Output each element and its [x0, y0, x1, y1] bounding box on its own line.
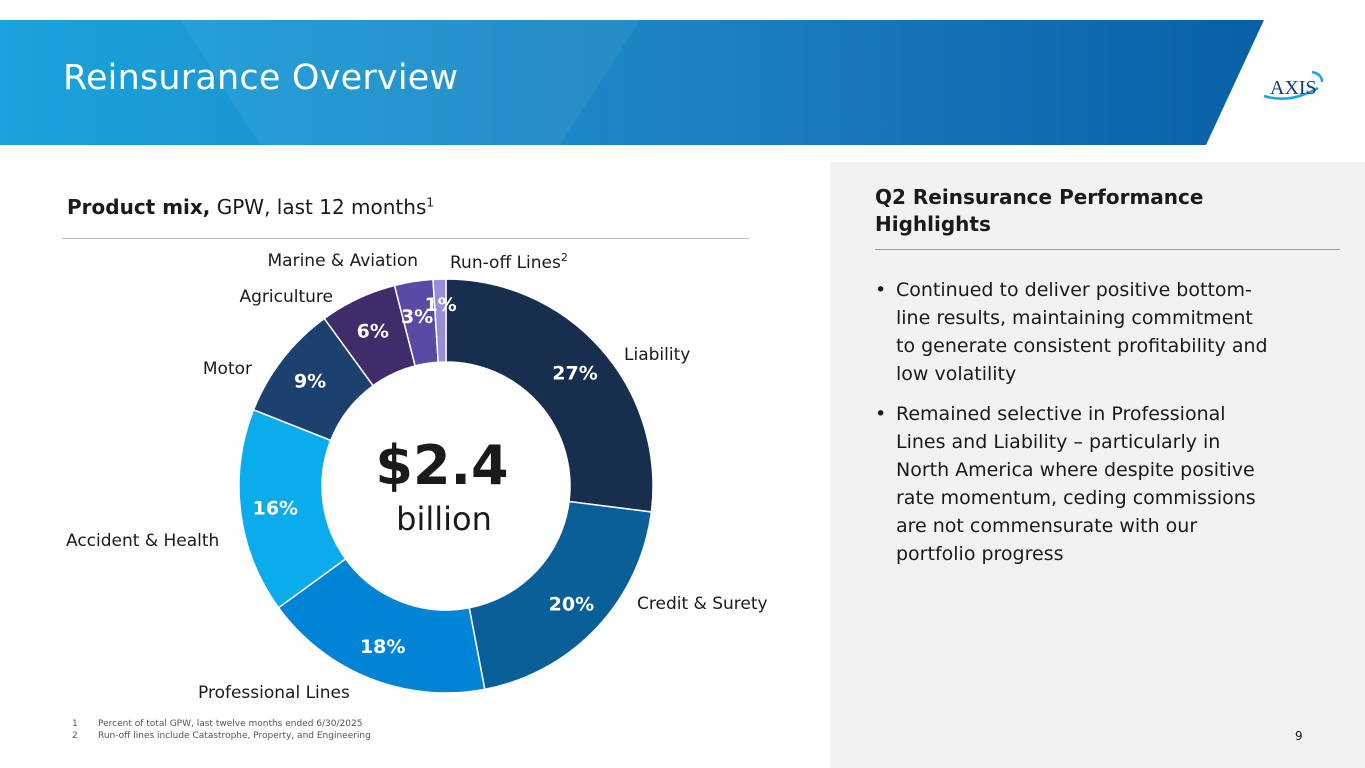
- footnote-text: Percent of total GPW, last twelve months…: [98, 719, 363, 729]
- footnote-number: 1: [72, 719, 78, 729]
- center-unit: billion: [396, 500, 492, 538]
- center-value: $2.4: [375, 434, 508, 497]
- slice-percent-label: 18%: [360, 636, 405, 658]
- slice-percent-label: 16%: [253, 498, 298, 520]
- logo-text: AXIS: [1270, 77, 1317, 99]
- chart-subtitle: Product mix, GPW, last 12 months1: [67, 195, 434, 219]
- highlight-item: • Continued to deliver positive bottom-li…: [875, 276, 1275, 388]
- subtitle-bold: Product mix,: [67, 195, 211, 219]
- footnote-text: Run-off lines include Catastrophe, Prope…: [98, 731, 371, 741]
- slice-category-label: Marine & Aviation: [268, 251, 419, 271]
- left-divider: [62, 238, 749, 239]
- slice-percent-label: 1%: [424, 294, 456, 316]
- slice-category-label: Accident & Health: [66, 531, 219, 551]
- subtitle-rest: GPW, last 12 months: [210, 195, 427, 219]
- highlight-text: Continued to deliver positive bottom-lin…: [896, 279, 1268, 385]
- bullet-icon: •: [875, 279, 887, 301]
- donut-chart: 27% Liability 20% Credit & Surety 18% Profess…: [66, 251, 768, 703]
- panel-divider: [875, 249, 1340, 250]
- header-banner: [0, 20, 1365, 145]
- slice-percent-label: 27%: [552, 362, 597, 384]
- axis-logo: AXIS: [1260, 66, 1330, 106]
- panel-title: Q2 Reinsurance Performance Highlights: [875, 185, 1204, 236]
- donut-slice-liability: [445, 278, 654, 513]
- subtitle-footnote-mark: 1: [426, 195, 435, 210]
- slice-percent-label: 6%: [357, 320, 389, 342]
- slice-category-label: Liability: [624, 345, 690, 365]
- footnotes: 1 Percent of total GPW, last twelve month…: [72, 718, 371, 742]
- highlight-text: Remained selective in Professional Lines…: [896, 403, 1256, 565]
- highlights-list: • Continued to deliver positive bottom-li…: [875, 276, 1275, 580]
- donut-slice-credit-surety: [468, 500, 653, 691]
- slice-percent-label: 20%: [549, 594, 594, 616]
- slice-category-label: Professional Lines: [198, 683, 350, 703]
- bullet-icon: •: [875, 403, 887, 425]
- slice-percent-label: 9%: [294, 371, 326, 393]
- page-number: 9: [1295, 729, 1303, 743]
- footnote-number: 2: [72, 731, 78, 741]
- slice-category-label: Agriculture: [240, 287, 334, 307]
- page-title: Reinsurance Overview: [63, 58, 459, 98]
- slice-category-label: Credit & Surety: [637, 594, 768, 614]
- slice-category-label: Motor: [203, 359, 252, 379]
- highlights-panel: [830, 162, 1365, 768]
- slice-percent-label: 3%: [401, 306, 433, 328]
- donut-slice-run-off-lines: [432, 278, 447, 364]
- footnote: 2 Run-off lines include Catastrophe, Prop…: [72, 730, 371, 742]
- slice-category-label: Run-off Lines2: [450, 251, 568, 273]
- highlight-item: • Remained selective in Professional Line…: [875, 400, 1275, 568]
- footnote: 1 Percent of total GPW, last twelve month…: [72, 718, 371, 730]
